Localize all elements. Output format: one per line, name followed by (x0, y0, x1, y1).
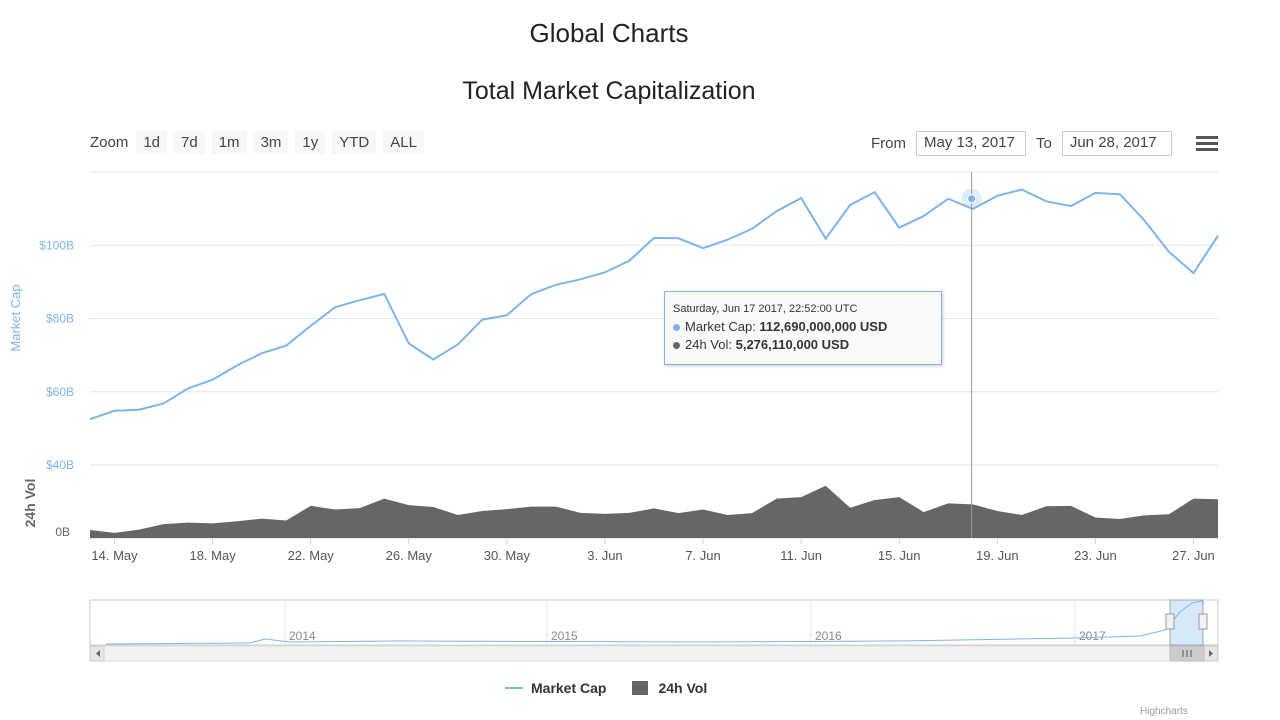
y-tick-label: $80B (46, 312, 74, 326)
navigator-left-handle[interactable] (1165, 613, 1175, 630)
box-swatch-icon (632, 681, 649, 695)
menu-icon[interactable] (1196, 136, 1218, 154)
x-tick-label: 15. Jun (878, 548, 921, 563)
zoom-1y-button[interactable]: 1y (295, 131, 326, 154)
navigator-right-handle[interactable] (1198, 613, 1208, 630)
axis-labels: $40B $60B $80B $100B 0B 14. May 18. May 22. May… (39, 238, 1215, 563)
page-title: Global Charts (529, 18, 689, 48)
tooltip-volume-value: 5,276,110,000 USD (735, 337, 850, 352)
zoom-bar: Zoom 1d 7d 1m 3m 1y YTD ALL (90, 131, 431, 154)
x-tick-label: 30. May (484, 548, 531, 563)
hover-point[interactable] (967, 194, 977, 204)
market-cap-dot-icon (673, 324, 680, 331)
navigator-selected-range[interactable] (1169, 599, 1204, 646)
y-tick-label: $60B (46, 385, 74, 399)
x-tick-label: 3. Jun (587, 548, 622, 563)
from-label: From (871, 135, 906, 152)
x-tick-label: 23. Jun (1074, 548, 1117, 563)
crosshair-layer (961, 172, 982, 538)
navigator-tick-label: 2017 (1079, 629, 1106, 643)
x-tick-label: 27. Jun (1172, 548, 1215, 563)
legend-label-volume: 24h Vol (658, 680, 708, 696)
x-tick-label: 11. Jun (780, 548, 822, 563)
y-tick-label: $100B (39, 238, 74, 252)
to-date-input[interactable]: Jun 28, 2017 (1061, 131, 1172, 156)
navigator: 2014 2015 2016 2017 (89, 599, 1219, 662)
navigator-tick-label: 2015 (551, 629, 578, 643)
legend-item-market-cap[interactable]: Market Cap (505, 680, 606, 696)
volume-axis-label: 24h Vol (22, 479, 38, 528)
volume-tick-label: 0B (55, 525, 70, 539)
zoom-label: Zoom (90, 134, 129, 151)
x-tick-label: 19. Jun (976, 548, 1019, 563)
tooltip-market-cap-label: Market Cap: (685, 319, 760, 334)
legend-label-market-cap: Market Cap (531, 680, 607, 696)
tooltip-market-cap-row: Market Cap: 112,690,000,000 USD (673, 319, 887, 334)
x-tick-label: 7. Jun (685, 548, 720, 563)
tooltip-volume-label: 24h Vol: (685, 337, 736, 352)
navigator-series-line (105, 600, 1205, 645)
x-tick-label: 26. May (386, 548, 433, 563)
zoom-3m-button[interactable]: 3m (253, 131, 289, 154)
credits[interactable]: Highcharts (1140, 706, 1188, 717)
from-date-input[interactable]: May 13, 2017 (916, 131, 1026, 156)
to-label: To (1036, 135, 1052, 152)
arrow-left-icon (96, 650, 100, 657)
navigator-tick-label: 2016 (815, 629, 842, 643)
zoom-1d-button[interactable]: 1d (136, 131, 168, 154)
zoom-ytd-button[interactable]: YTD (332, 131, 377, 154)
volume-dot-icon (673, 342, 680, 349)
y-tick-label: $40B (46, 458, 74, 472)
volume-layer (89, 485, 1219, 538)
zoom-1m-button[interactable]: 1m (211, 131, 247, 154)
scrollbar-track[interactable] (89, 645, 1219, 662)
legend-item-volume[interactable]: 24h Vol (632, 680, 707, 696)
navigator-frame (89, 599, 1219, 646)
line-swatch-icon (505, 687, 523, 689)
x-tick-label: 14. May (91, 548, 138, 563)
zoom-all-button[interactable]: ALL (383, 131, 424, 154)
tooltip-market-cap-value: 112,690,000,000 USD (759, 319, 888, 334)
line-layer (89, 188, 1219, 421)
x-tick-label: 18. May (189, 548, 236, 563)
date-range: From May 13, 2017 To Jun 28, 2017 (871, 131, 1182, 156)
navigator-tick-label: 2014 (289, 629, 316, 643)
zoom-7d-button[interactable]: 7d (174, 131, 205, 154)
tooltip-volume-row: 24h Vol: 5,276,110,000 USD (673, 337, 849, 352)
tooltip-date: Saturday, Jun 17 2017, 22:52:00 UTC (673, 303, 858, 315)
arrow-right-icon (1209, 650, 1213, 657)
chart-title: Total Market Capitalization (462, 77, 756, 105)
legend: Market Cap 24h Vol (505, 680, 733, 696)
tooltip: Saturday, Jun 17 2017, 22:52:00 UTC Mark… (664, 291, 942, 365)
market-cap-series-line[interactable] (89, 188, 1219, 421)
x-tick-label: 22. May (288, 548, 335, 563)
volume-series-area[interactable] (90, 485, 1218, 538)
y-axis-label: Market Cap (8, 284, 23, 351)
